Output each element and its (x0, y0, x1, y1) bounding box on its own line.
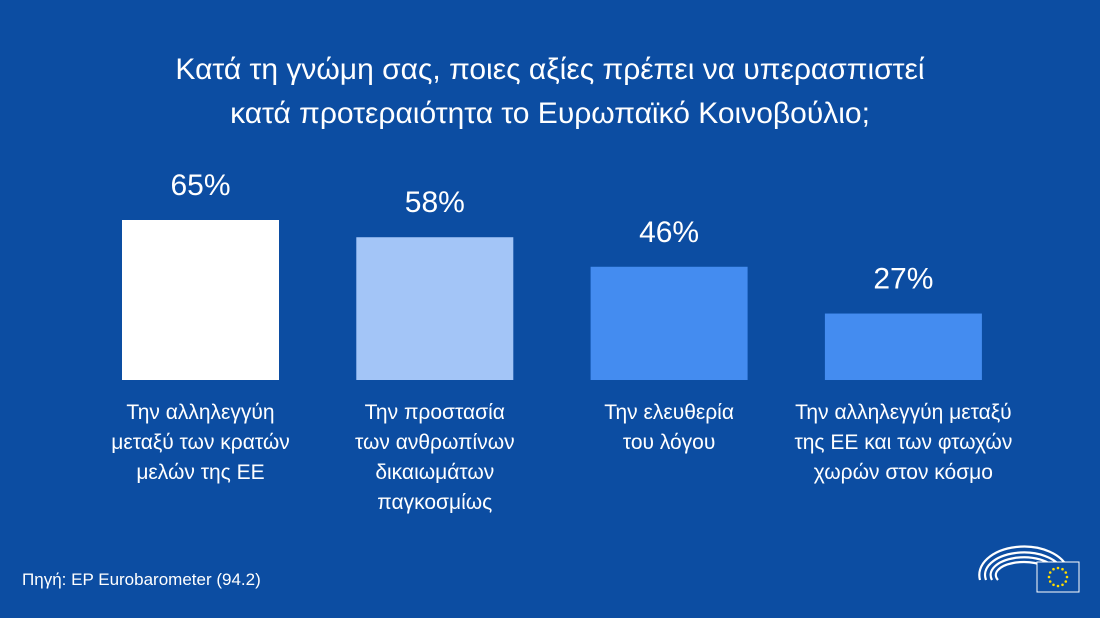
eu-star-icon (1052, 583, 1055, 587)
european-parliament-logo (978, 545, 1080, 593)
eu-star-icon (1052, 567, 1055, 571)
category-label: Την ελευθερία του λόγου (552, 398, 786, 458)
eu-star-icon (1061, 567, 1064, 571)
eu-star-icon (1064, 571, 1068, 574)
category-label-line: Την προστασία (364, 401, 505, 424)
bar (356, 237, 514, 380)
data-label: 58% (405, 186, 465, 219)
eu-star-icon (1061, 583, 1064, 587)
data-label: 65% (170, 169, 230, 202)
category-label-line: Την αλληλεγγύη (126, 401, 275, 424)
title-line: Κατά τη γνώμη σας, ποιες αξίες πρέπει να… (175, 53, 925, 86)
data-label: 46% (639, 216, 699, 249)
category-label: Την αλληλεγγύη μεταξύ των κρατών μελών της… (84, 398, 318, 488)
category-label-line: παγκοσμίως (377, 491, 493, 514)
bar (590, 266, 748, 380)
chart-title: Κατά τη γνώμη σας, ποιες αξίες πρέπει να… (0, 48, 1100, 136)
category-label-line: της ΕΕ και των φτωχών (794, 431, 1013, 454)
data-label: 27% (873, 263, 933, 296)
title-line: κατά προτεραιότητα το Ευρωπαϊκό Κοινοβού… (230, 97, 870, 130)
bar (824, 313, 982, 380)
bar (122, 220, 279, 380)
category-label-line: Την αλληλεγγύη μεταξύ (795, 401, 1012, 424)
eu-star-icon (1056, 566, 1060, 570)
eu-star-icon (1048, 580, 1052, 583)
eu-star-icon (1064, 580, 1068, 583)
category-label: Την προστασία των ανθρωπίνων δικαιωμάτων πα… (318, 398, 552, 518)
category-label-line: χωρών στον κόσμο (813, 461, 993, 484)
category-label-line: Την ελευθερία (604, 401, 734, 424)
eu-star-icon (1048, 571, 1052, 574)
eu-star-icon (1065, 575, 1069, 579)
category-label: Την αλληλεγγύη μεταξύ της ΕΕ και των φτωχ… (786, 398, 1020, 488)
eu-star-icon (1047, 575, 1051, 579)
category-label-line: δικαιωμάτων (375, 461, 495, 484)
category-label-line: του λόγου (622, 431, 716, 454)
category-label-line: μεταξύ των κρατών (111, 431, 290, 454)
source-note: Πηγή: EP Eurobarometer (94.2) (22, 570, 261, 589)
eu-star-icon (1056, 584, 1060, 588)
category-label-line: των ανθρωπίνων (354, 431, 515, 454)
category-label-line: μελών της ΕΕ (136, 461, 265, 484)
